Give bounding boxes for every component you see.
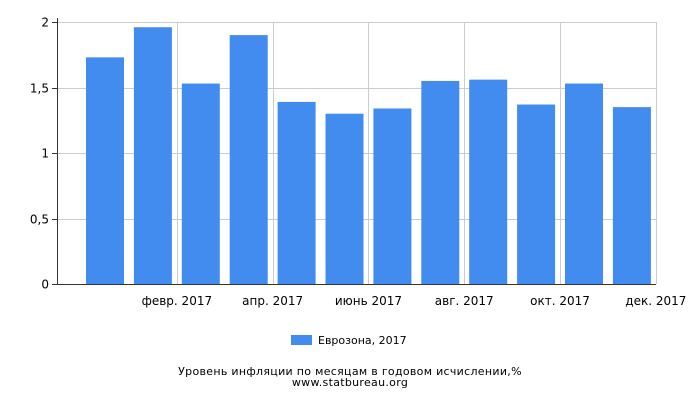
legend-swatch xyxy=(291,335,312,345)
chart-caption-source: www.statbureau.org xyxy=(291,376,409,389)
y-tick-label: 1,5 xyxy=(30,82,49,96)
bar xyxy=(517,104,556,284)
legend-label: Еврозона, 2017 xyxy=(318,334,407,347)
x-tick-label: апр. 2017 xyxy=(242,294,303,308)
bar xyxy=(612,107,651,285)
bar xyxy=(469,79,508,284)
y-tick-label: 1 xyxy=(41,147,49,161)
x-tick-label: дек. 2017 xyxy=(625,294,686,308)
x-tick-label: окт. 2017 xyxy=(530,294,590,308)
bar xyxy=(229,35,268,284)
y-tick-label: 2 xyxy=(41,16,49,30)
bar xyxy=(421,80,460,284)
axes xyxy=(52,18,656,285)
legend: Еврозона, 2017 xyxy=(291,334,407,347)
bar xyxy=(325,113,364,284)
x-tick-label: июнь 2017 xyxy=(335,294,402,308)
tick-labels: 0 0,5 1 1,5 2 февр. 2017 апр. 2017 июнь 2017 авг… xyxy=(30,16,686,309)
bar xyxy=(133,27,172,285)
y-tick-label: 0,5 xyxy=(30,213,49,227)
y-tick-label: 0 xyxy=(41,278,49,292)
x-tick-label: авг. 2017 xyxy=(435,294,494,308)
bar xyxy=(181,83,220,284)
x-tick-label: февр. 2017 xyxy=(142,294,213,308)
bar xyxy=(277,101,316,284)
bar xyxy=(373,108,412,285)
bar xyxy=(86,57,124,285)
chart-caption-title: Уровень инфляции по месяцам в годовом ис… xyxy=(178,365,522,378)
bar xyxy=(565,83,603,284)
bars xyxy=(86,27,651,285)
